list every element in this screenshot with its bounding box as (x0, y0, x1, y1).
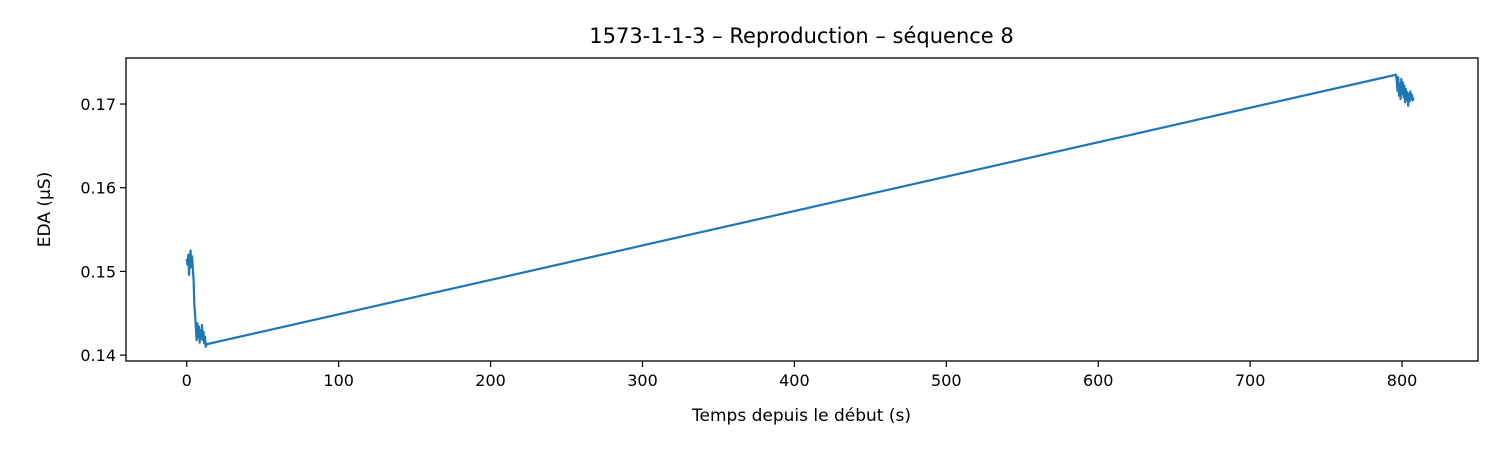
y-tick-label: 0.16 (80, 179, 116, 198)
x-axis: 0 100 200 300 400 500 600 700 800 (182, 361, 1418, 390)
y-tick-label: 0.15 (80, 262, 116, 281)
x-tick-label: 800 (1387, 371, 1418, 390)
y-axis-label: EDA (µS) (35, 172, 55, 247)
x-tick-label: 600 (1083, 371, 1114, 390)
x-tick-label: 100 (323, 371, 354, 390)
x-tick-label: 200 (475, 371, 506, 390)
y-tick-label: 0.17 (80, 95, 116, 114)
x-tick-label: 500 (931, 371, 962, 390)
x-tick-label: 400 (779, 371, 810, 390)
y-axis: 0.14 0.15 0.16 0.17 (80, 95, 126, 365)
plot-area (125, 57, 1479, 362)
x-tick-label: 0 (182, 371, 192, 390)
series-line (185, 73, 1415, 348)
x-tick-label: 300 (627, 371, 658, 390)
x-tick-label: 700 (1235, 371, 1266, 390)
x-axis-label: Temps depuis le début (s) (691, 406, 911, 426)
y-tick-label: 0.14 (80, 346, 116, 365)
chart-title: 1573-1-1-3 – Reproduction – séquence 8 (589, 24, 1014, 48)
